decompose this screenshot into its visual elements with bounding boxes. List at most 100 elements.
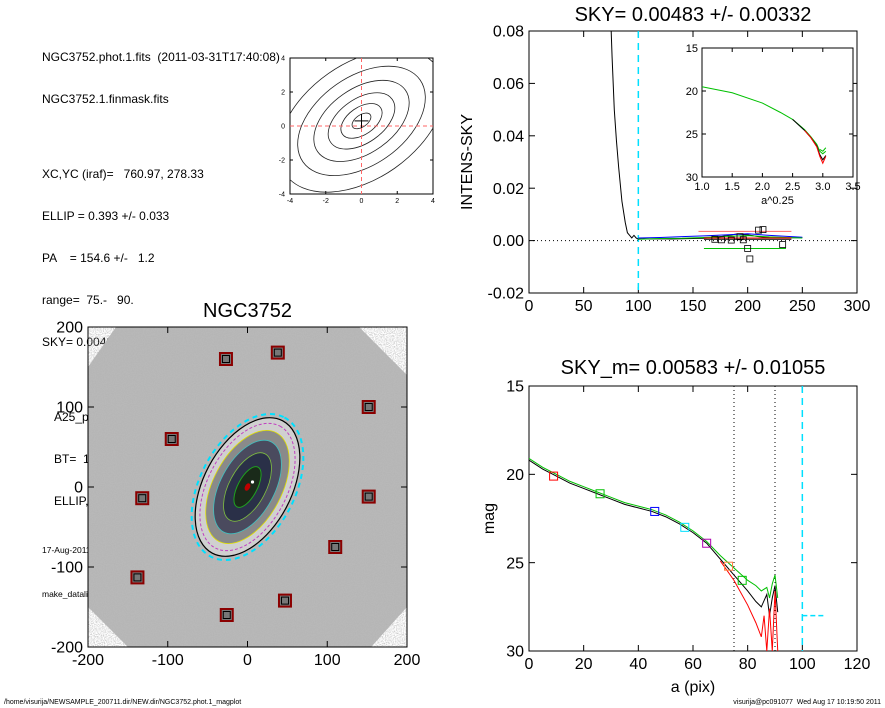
x-tick-label: 300 bbox=[844, 298, 871, 315]
sky-box-inner bbox=[222, 611, 231, 619]
sky-box bbox=[164, 432, 179, 446]
y-tick-label: -0.02 bbox=[488, 286, 525, 303]
contour-line bbox=[351, 112, 372, 130]
isophote-magenta bbox=[199, 422, 296, 552]
sky-box-inner bbox=[273, 348, 282, 357]
y-tick-label: 25 bbox=[506, 555, 524, 572]
contour-line bbox=[340, 103, 383, 139]
inset-y-tick-label: 25 bbox=[686, 129, 698, 141]
x-tick-label: 100 bbox=[789, 656, 816, 673]
y-tick-label: -100 bbox=[51, 560, 83, 577]
inset-series-line bbox=[819, 147, 827, 152]
sky-box bbox=[361, 400, 376, 414]
contour-line bbox=[327, 92, 396, 150]
sky-point bbox=[755, 226, 762, 234]
info-maskname: NGC3752.1.finmask.fits bbox=[42, 92, 169, 106]
contour-line bbox=[297, 65, 426, 177]
mag-xlabel: a (pix) bbox=[671, 679, 715, 696]
mag-series-line bbox=[529, 458, 779, 599]
inset-y-tick-label: 15 bbox=[686, 43, 698, 55]
sky-box-inner bbox=[364, 403, 373, 411]
inset-series-line bbox=[804, 130, 827, 165]
mag-marker bbox=[680, 522, 690, 532]
y-tick-label: 0.00 bbox=[493, 233, 524, 250]
contour-lines bbox=[290, 58, 433, 193]
mag-marker bbox=[737, 575, 747, 585]
x-tick-label: -4 bbox=[287, 198, 293, 205]
x-tick-label: 120 bbox=[844, 656, 871, 673]
galaxy-image-panel: -200 -100 0 100 200 -200 -100 0 100 200 NGC3752 bbox=[51, 300, 420, 669]
sky-point bbox=[759, 226, 767, 233]
y-tick-label: 0 bbox=[74, 480, 83, 497]
sky-point bbox=[727, 236, 735, 244]
info-range: range= 75.- 90. bbox=[42, 293, 134, 307]
sky-title: SKY= 0.00483 +/- 0.00332 bbox=[575, 4, 812, 26]
mag-marker bbox=[702, 538, 712, 548]
sky-point bbox=[779, 241, 787, 248]
x-tick-label: -200 bbox=[72, 652, 104, 669]
y-tick-label: 0 bbox=[281, 123, 285, 130]
sky-box-inner bbox=[280, 596, 289, 605]
sky-box bbox=[219, 608, 234, 622]
sky-annulus-outer bbox=[190, 413, 305, 561]
x-tick-label: 2 bbox=[395, 198, 399, 205]
y-tick-label: 200 bbox=[56, 320, 83, 337]
x-tick-label: 50 bbox=[575, 298, 593, 315]
inset-x-tick-label: 1.5 bbox=[725, 181, 740, 193]
sky-box-inner bbox=[138, 494, 147, 503]
info-pa: PA = 154.6 +/- 1.2 bbox=[42, 251, 155, 265]
inset-y-tick-label: 20 bbox=[686, 86, 698, 98]
inset-x-tick-label: 2.5 bbox=[785, 181, 800, 193]
sky-box bbox=[277, 593, 292, 608]
sky-box-inner bbox=[167, 435, 176, 443]
sky-point bbox=[746, 255, 754, 263]
sky-box bbox=[361, 489, 376, 504]
center-marker bbox=[250, 480, 255, 484]
sky-box-inner bbox=[331, 543, 340, 551]
y-tick-label: 0.06 bbox=[493, 76, 524, 93]
y-tick-label: 20 bbox=[506, 467, 524, 484]
x-tick-label: 0 bbox=[525, 656, 534, 673]
inset-x-tick-label: 1.0 bbox=[694, 181, 709, 193]
x-tick-label: 200 bbox=[394, 652, 421, 669]
image-area bbox=[88, 327, 407, 647]
image-title: NGC3752 bbox=[203, 300, 292, 322]
y-tick-label: -2 bbox=[279, 157, 285, 164]
mag-series-line bbox=[529, 459, 779, 616]
inset-xlabel: a^0.25 bbox=[761, 195, 794, 207]
x-tick-label: 200 bbox=[734, 298, 761, 315]
footer-user-date: visurija@pc091077 Wed Aug 17 10:19:50 20… bbox=[733, 699, 881, 706]
x-tick-label: 60 bbox=[684, 656, 702, 673]
info-filename: NGC3752.phot.1.fits (2011-03-31T17:40:08… bbox=[42, 50, 280, 64]
x-tick-label: 0 bbox=[525, 298, 534, 315]
mag-marker bbox=[595, 489, 605, 499]
sky-point bbox=[718, 236, 725, 244]
x-tick-label: 250 bbox=[789, 298, 816, 315]
mag-ylabel: mag bbox=[481, 503, 498, 534]
info-ellip: ELLIP = 0.393 +/- 0.033 bbox=[42, 209, 170, 223]
inset-bg bbox=[702, 48, 853, 177]
contour-line bbox=[313, 79, 410, 162]
sky-series-line bbox=[638, 235, 803, 240]
sky-point bbox=[711, 235, 719, 243]
y-tick-label: 0.04 bbox=[493, 128, 524, 145]
y-tick-label: 0.08 bbox=[493, 24, 524, 41]
sky-series bbox=[610, 31, 803, 263]
mag-series-line bbox=[719, 560, 779, 651]
inset-x-tick-label: 3.5 bbox=[845, 181, 860, 193]
y-tick-label: -200 bbox=[51, 640, 83, 657]
sky-point bbox=[739, 236, 747, 244]
x-tick-label: 100 bbox=[625, 298, 652, 315]
mag-title: SKY_m= 0.00583 +/- 0.01055 bbox=[561, 357, 826, 379]
sky-profile-panel: 0 50 100 150 200 250 300 -0.02 0.00 0.02 0.04 0.06 0… bbox=[459, 4, 870, 315]
x-tick-label: -100 bbox=[152, 652, 184, 669]
magnitude-profile-panel: 0 20 40 60 80 100 120 15 20 25 30 SKY_m= 0.00583 +/… bbox=[481, 357, 870, 696]
inset-frame bbox=[701, 47, 854, 178]
x-tick-label: 80 bbox=[739, 656, 757, 673]
x-tick-label: 150 bbox=[680, 298, 707, 315]
y-tick-label: 15 bbox=[506, 379, 524, 396]
contour-line bbox=[290, 58, 433, 193]
sky-box bbox=[328, 540, 343, 554]
x-tick-label: 0 bbox=[360, 198, 364, 205]
